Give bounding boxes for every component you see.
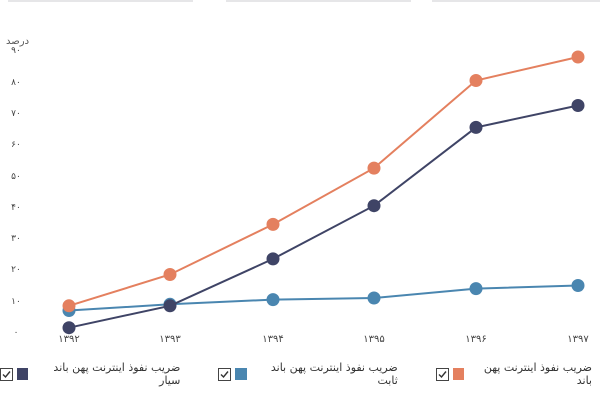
- legend-checkbox[interactable]: [0, 367, 13, 381]
- data-point-marker[interactable]: [367, 161, 381, 175]
- y-tick-label: ۶۰: [11, 140, 21, 151]
- legend-item[interactable]: ضریب نفوذ اینترنت پهن باند ثابت: [218, 361, 398, 387]
- data-point-marker[interactable]: [571, 99, 585, 112]
- data-point-marker[interactable]: [367, 291, 381, 305]
- series-line: [62, 50, 585, 313]
- y-axis-label: درصد: [6, 36, 30, 47]
- y-tick-label: ۲۰: [11, 265, 21, 276]
- data-point-marker[interactable]: [367, 199, 381, 213]
- data-point-marker[interactable]: [571, 50, 585, 64]
- checkmark-icon: [438, 370, 447, 378]
- data-point-marker[interactable]: [469, 282, 483, 296]
- checkmark-icon: [220, 370, 229, 378]
- legend-checkbox[interactable]: [218, 367, 232, 381]
- data-point-marker[interactable]: [163, 268, 177, 281]
- legend-label: ضریب نفوذ اینترنت پهن باند سیار: [53, 361, 181, 387]
- top-tab-bar-left: [8, 0, 193, 2]
- y-tick-label: ۳۰: [11, 234, 21, 245]
- data-point-marker[interactable]: [163, 299, 177, 313]
- data-point-marker[interactable]: [62, 321, 76, 335]
- data-point-marker[interactable]: [266, 293, 280, 307]
- top-tab-bar-right: [432, 0, 600, 2]
- data-point-marker[interactable]: [266, 252, 280, 266]
- legend-item[interactable]: ضریب نفوذ اینترنت پهن باند: [435, 361, 592, 387]
- x-tick-label: ۱۳۹۵: [363, 334, 385, 345]
- x-tick-label: ۱۳۹۶: [465, 334, 487, 345]
- y-tick-label: ۰: [13, 328, 19, 338]
- data-point-marker[interactable]: [266, 217, 280, 231]
- x-tick-label: ۱۳۹۴: [262, 334, 284, 345]
- x-tick-label: ۱۳۹۳: [159, 334, 181, 345]
- legend-color-swatch: [16, 368, 29, 380]
- legend-color-swatch: [235, 368, 247, 380]
- top-tab-bar-middle: [226, 0, 411, 2]
- legend-checkbox[interactable]: [435, 367, 449, 381]
- y-tick-label: ۹۰: [11, 46, 21, 57]
- legend-label: ضریب نفوذ اینترنت پهن باند ثابت: [270, 361, 398, 387]
- y-tick-label: ۵۰: [11, 171, 21, 182]
- data-point-marker[interactable]: [62, 299, 76, 313]
- legend-color-swatch: [452, 368, 465, 380]
- checkmark-icon: [2, 370, 11, 378]
- x-tick-label: ۱۳۹۷: [567, 334, 589, 345]
- y-tick-label: ۸۰: [11, 77, 21, 88]
- series-line: [62, 99, 585, 335]
- chart-legend: ضریب نفوذ اینترنت پهن باند ضریب نفوذ اینت…: [0, 361, 592, 387]
- data-point-marker[interactable]: [469, 74, 483, 87]
- data-point-marker[interactable]: [469, 120, 483, 134]
- line-chart-plot: [62, 50, 585, 335]
- legend-item[interactable]: ضریب نفوذ اینترنت پهن باند سیار: [0, 361, 180, 387]
- y-tick-label: ۴۰: [11, 202, 21, 213]
- y-tick-label: ۱۰: [11, 296, 21, 307]
- y-tick-label: ۷۰: [11, 108, 21, 119]
- data-point-marker[interactable]: [571, 279, 585, 292]
- x-tick-label: ۱۳۹۲: [58, 334, 80, 345]
- legend-label: ضریب نفوذ اینترنت پهن باند: [483, 361, 592, 387]
